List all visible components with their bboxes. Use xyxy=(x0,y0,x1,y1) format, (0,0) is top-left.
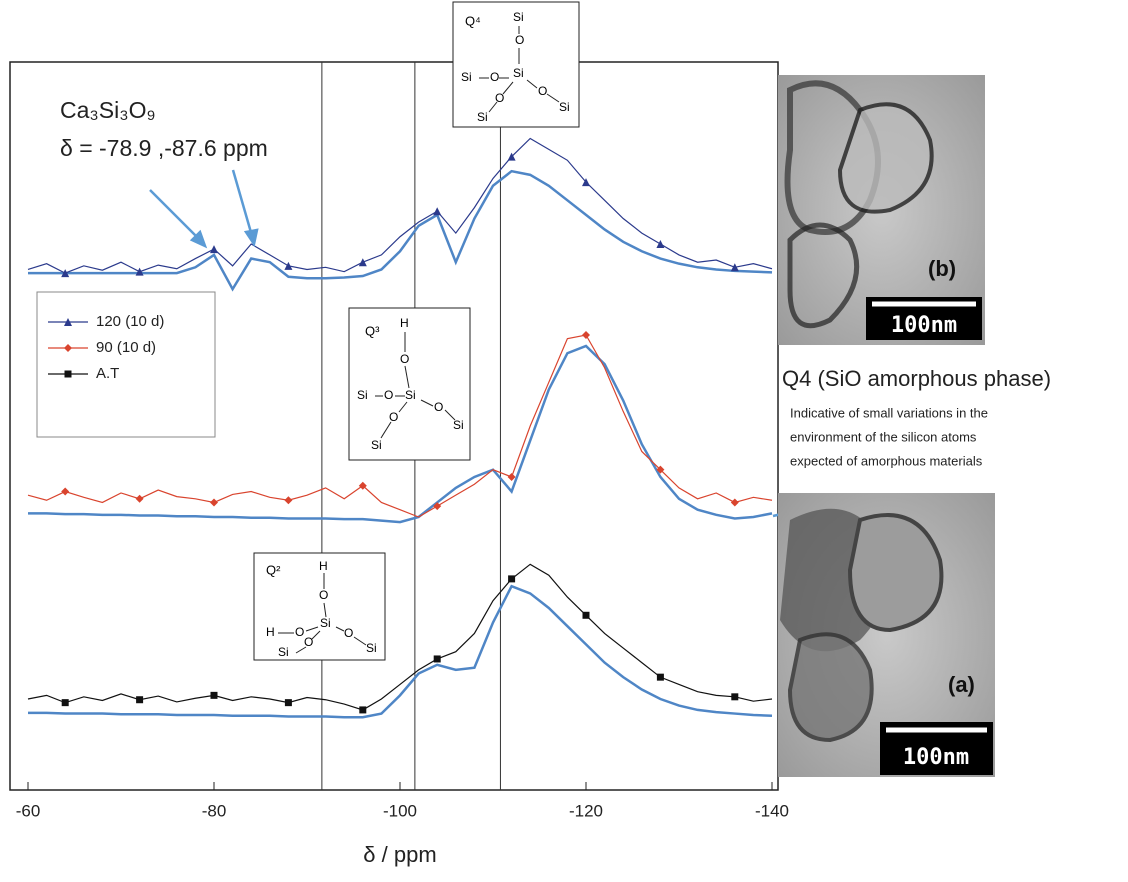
marker xyxy=(731,498,739,506)
x-tick-label: -120 xyxy=(569,801,603,820)
x-tick-label: -60 xyxy=(16,801,41,820)
marker xyxy=(211,692,218,699)
marker xyxy=(433,207,441,215)
compound-label: Ca₃Si₃O₉ xyxy=(60,97,156,123)
atom: O xyxy=(495,91,504,105)
atom: Si xyxy=(366,641,377,655)
marker xyxy=(359,706,366,713)
x-axis-label: δ / ppm xyxy=(363,842,436,867)
diagram-label: Q³ xyxy=(365,323,380,338)
legend-label: A.T xyxy=(96,365,119,382)
data-line xyxy=(28,564,772,710)
note-line: expected of amorphous materials xyxy=(790,453,983,468)
q3-diagram: Q³ H O Si Si O O Si O Si xyxy=(349,308,470,460)
legend-label: 90 (10 d) xyxy=(96,339,156,356)
marker xyxy=(210,498,218,506)
atom: Si xyxy=(513,10,524,24)
atom: Si xyxy=(357,388,368,402)
x-tick-label: -140 xyxy=(755,801,789,820)
atom: O xyxy=(295,625,304,639)
note-title: Q4 (SiO amorphous phase) xyxy=(782,366,1051,391)
atom: Si xyxy=(453,418,464,432)
diagram-label: Q² xyxy=(266,562,281,577)
atom: Si xyxy=(405,388,416,402)
marker xyxy=(210,245,218,253)
shift-label: δ = -78.9 ,-87.6 ppm xyxy=(60,135,268,161)
atom: Si xyxy=(278,645,289,659)
marker xyxy=(359,258,367,266)
x-tick-label: -100 xyxy=(383,801,417,820)
atom: Si xyxy=(513,66,524,80)
marker xyxy=(284,496,292,504)
atom: O xyxy=(384,388,393,402)
legend-label: 120 (10 d) xyxy=(96,313,164,330)
marker xyxy=(582,331,590,339)
atom: O xyxy=(434,400,443,414)
note-line: Indicative of small variations in the xyxy=(790,405,988,420)
marker xyxy=(583,612,590,619)
atom: Si xyxy=(320,616,331,630)
atom: O xyxy=(490,70,499,84)
atom: H xyxy=(400,316,409,330)
note-line: environment of the silicon atoms xyxy=(790,429,977,444)
atom: O xyxy=(319,588,328,602)
atom: O xyxy=(344,626,353,640)
marker xyxy=(731,693,738,700)
diagram-label: Q⁴ xyxy=(465,13,481,28)
image-label: (a) xyxy=(948,672,975,697)
atom: O xyxy=(389,410,398,424)
marker xyxy=(434,655,441,662)
atom: H xyxy=(266,625,275,639)
atom: O xyxy=(515,33,524,47)
image-label: (b) xyxy=(928,256,956,281)
marker xyxy=(657,674,664,681)
tem-image-b: (b) 100nm xyxy=(778,75,985,345)
atom: O xyxy=(400,352,409,366)
marker xyxy=(285,699,292,706)
q2-diagram: Q² H O Si H O O Si O Si xyxy=(254,553,385,660)
marker xyxy=(136,268,144,276)
atom: Si xyxy=(371,438,382,452)
marker xyxy=(656,240,664,248)
marker xyxy=(508,575,515,582)
atom: O xyxy=(538,84,547,98)
atom: Si xyxy=(559,100,570,114)
marker xyxy=(62,699,69,706)
marker xyxy=(136,696,143,703)
atom: Si xyxy=(477,110,488,124)
atom: H xyxy=(319,559,328,573)
q4-diagram: Q⁴ Si O Si Si O O Si O Si xyxy=(453,2,579,127)
scale-bar-label: 100nm xyxy=(891,313,957,338)
atom: O xyxy=(304,635,313,649)
tem-image-a: (a) 100nm xyxy=(778,493,995,777)
marker xyxy=(61,488,69,496)
x-tick-label: -80 xyxy=(202,801,227,820)
figure: -60 -80 -100 -120 -140 Ca₃Si₃O₉ δ = -78.9 ,-… xyxy=(0,0,1128,877)
atom: Si xyxy=(461,70,472,84)
marker xyxy=(508,473,516,481)
scale-bar-label: 100nm xyxy=(903,745,969,770)
marker xyxy=(65,371,72,378)
marker xyxy=(136,495,144,503)
